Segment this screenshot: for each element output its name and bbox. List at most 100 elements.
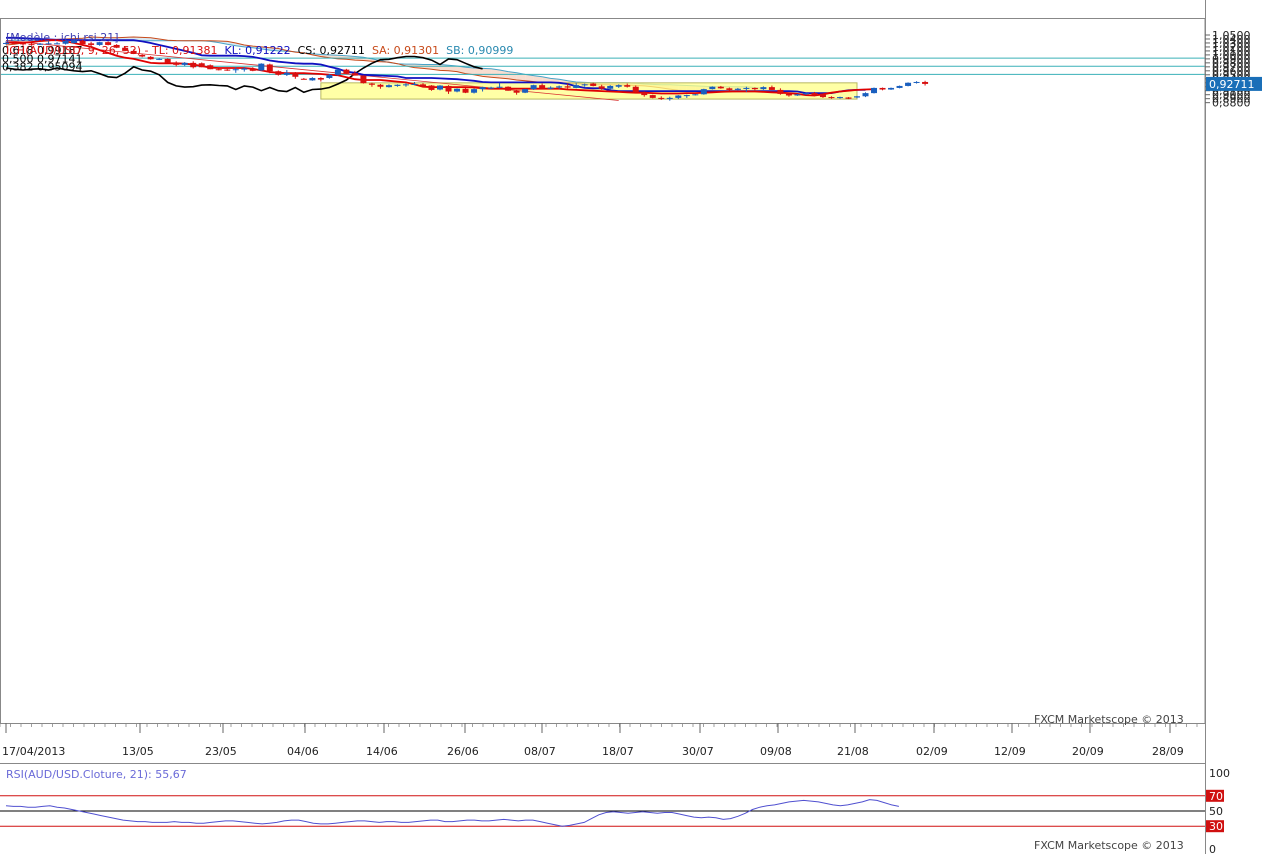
candle [283, 70, 290, 76]
candle [802, 92, 809, 96]
candle [156, 58, 163, 61]
candle [207, 64, 214, 70]
candle-body [581, 84, 588, 86]
candle-body [760, 87, 767, 90]
candle-body [513, 90, 520, 93]
candle-body [147, 56, 154, 60]
candle-body [334, 69, 341, 75]
candle [709, 86, 716, 90]
candle [122, 46, 129, 51]
candle [258, 63, 265, 71]
date-tick-label: 30/07 [682, 745, 714, 758]
rsi-label: RSI(AUD/USD.Cloture, 21): 55,67 [6, 768, 187, 781]
candle-body [130, 50, 137, 54]
candle [462, 87, 469, 94]
candle-body [164, 58, 171, 63]
candle-body [343, 69, 350, 74]
candle [777, 88, 784, 95]
candle [573, 83, 580, 89]
candle-body [113, 44, 120, 48]
candle [488, 86, 495, 90]
cloud-segment [422, 64, 432, 70]
candle [241, 67, 248, 72]
candle [445, 85, 452, 94]
candle-body [632, 86, 639, 93]
candle-body [649, 95, 656, 98]
candle [173, 61, 180, 67]
price-tick-label: 1,0100 [1212, 45, 1251, 58]
rsi-level-tag [1206, 820, 1224, 833]
candle [479, 86, 486, 92]
candle [734, 87, 741, 91]
candle [854, 95, 860, 99]
candle [768, 85, 775, 90]
candle [79, 39, 86, 45]
candle-body [411, 83, 418, 85]
current-price-tag [1206, 76, 1262, 91]
candle [905, 82, 912, 87]
rsi-tick-label: 70 [1209, 790, 1223, 803]
candle [147, 56, 154, 60]
candle [581, 83, 588, 87]
price-tick-label: 0,9900 [1212, 53, 1251, 66]
fib-label: 0,382 0,95094 [2, 60, 82, 73]
main-plot-border [0, 18, 1206, 724]
candle-body [590, 83, 597, 86]
date-tick-label: 08/07 [524, 745, 556, 758]
candle [224, 68, 231, 71]
candle-body [692, 94, 699, 96]
candle-body [871, 87, 878, 94]
date-tick-label: 21/08 [837, 745, 869, 758]
candle-body [368, 83, 375, 85]
candle-body [862, 93, 869, 97]
candle-body [173, 62, 180, 65]
candle [922, 80, 929, 86]
span-b-value: SB: 0,90999 [446, 44, 514, 57]
date-tick-label: 18/07 [602, 745, 634, 758]
candle [275, 70, 282, 76]
price-tick-label: 0,9700 [1212, 61, 1251, 74]
candle [871, 87, 878, 94]
candle [215, 68, 222, 71]
candle-body [249, 68, 256, 71]
kijun-value: KL: 0,91222 [224, 44, 291, 57]
price-tick-label: 0,8800 [1212, 97, 1251, 110]
candle [20, 41, 27, 46]
candle [819, 93, 826, 98]
candle-body [96, 42, 103, 45]
fib-label: 0,500 0,97141 [2, 52, 82, 65]
candle-body [913, 81, 920, 83]
candle-body [658, 97, 665, 99]
candle-body [879, 87, 886, 90]
candle-body [198, 63, 205, 68]
date-tick-label: 28/09 [1152, 745, 1184, 758]
candle-body [547, 87, 554, 89]
date-tick-label: 09/08 [760, 745, 792, 758]
candle-body [71, 40, 78, 43]
candle-body [777, 89, 784, 94]
date-tick-label: 04/06 [287, 745, 319, 758]
chart-frame [0, 0, 1206, 854]
tenkan-value: TL: 0,91381 [151, 44, 218, 57]
candle-body [768, 87, 775, 90]
price-tick-label: 1,0500 [1212, 29, 1251, 42]
rsi-level-tag [1206, 789, 1224, 802]
candle [845, 97, 852, 100]
candle [394, 84, 401, 87]
candle [811, 91, 818, 97]
cloud-segment [227, 41, 236, 46]
candle [615, 84, 622, 88]
candle [343, 68, 350, 75]
candle-body [564, 86, 571, 88]
span-a-value: SA: 0,91301 [371, 44, 440, 57]
candle-body [854, 96, 860, 98]
candle-body [88, 43, 95, 45]
candle-body [266, 64, 273, 72]
candle-body [241, 68, 248, 70]
candle [888, 87, 895, 90]
candle [71, 39, 78, 44]
cloud-segment [482, 68, 492, 78]
candle [666, 96, 673, 101]
candle [496, 82, 503, 89]
